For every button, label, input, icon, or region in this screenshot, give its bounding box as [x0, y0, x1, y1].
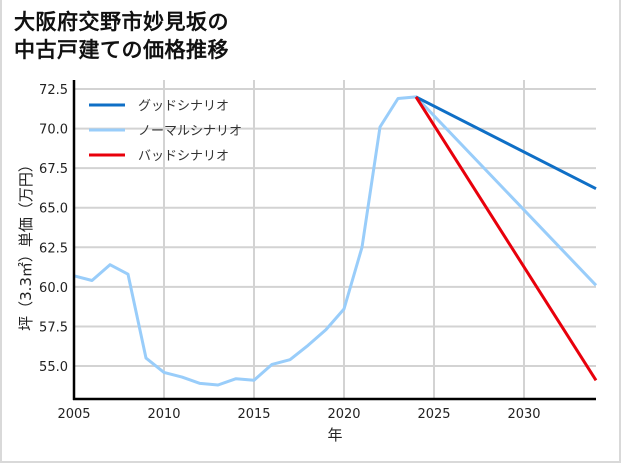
y-tick-label: 62.5	[39, 241, 68, 256]
y-tick-label: 67.5	[39, 162, 68, 177]
axes	[72, 80, 596, 401]
series-line-1	[73, 95, 598, 387]
y-tick-label: 55.0	[39, 360, 68, 375]
legend-label-2: バッドシナリオ	[138, 149, 229, 164]
y-tick-label: 70.0	[39, 123, 68, 138]
y-tick-label: 72.5	[39, 83, 68, 98]
series-line-0	[415, 95, 597, 191]
x-tick-label: 2030	[507, 407, 540, 422]
chart-title-line1: 大阪府交野市妙見坂の	[14, 10, 229, 34]
legend-label-0: グッドシナリオ	[138, 99, 229, 114]
tick-labels: 55.0 57.5 60.0 62.5 65.0 67.5 70.0 72.5 2005 2010…	[39, 83, 541, 422]
chart-title: 大阪府交野市妙見坂の 中古戸建ての価格推移	[14, 8, 229, 64]
grid-lines	[74, 80, 596, 399]
x-tick-label: 2015	[237, 407, 270, 422]
y-tick-label: 65.0	[39, 202, 68, 217]
x-tick-label: 2020	[327, 407, 360, 422]
y-tick-label: 57.5	[39, 320, 68, 335]
y-tick-label: 60.0	[39, 281, 68, 296]
x-axis-label: 年	[327, 426, 342, 444]
series-line-2	[414, 96, 598, 382]
y-axis-label: 坪（3.3㎡）単価（万円）	[17, 157, 35, 331]
chart-title-line2: 中古戸建ての価格推移	[14, 38, 229, 62]
x-tick-label: 2025	[417, 407, 450, 422]
legend-label-1: ノーマルシナリオ	[138, 124, 242, 139]
x-tick-label: 2005	[57, 407, 90, 422]
series-lines	[73, 95, 598, 387]
x-tick-label: 2010	[147, 407, 180, 422]
